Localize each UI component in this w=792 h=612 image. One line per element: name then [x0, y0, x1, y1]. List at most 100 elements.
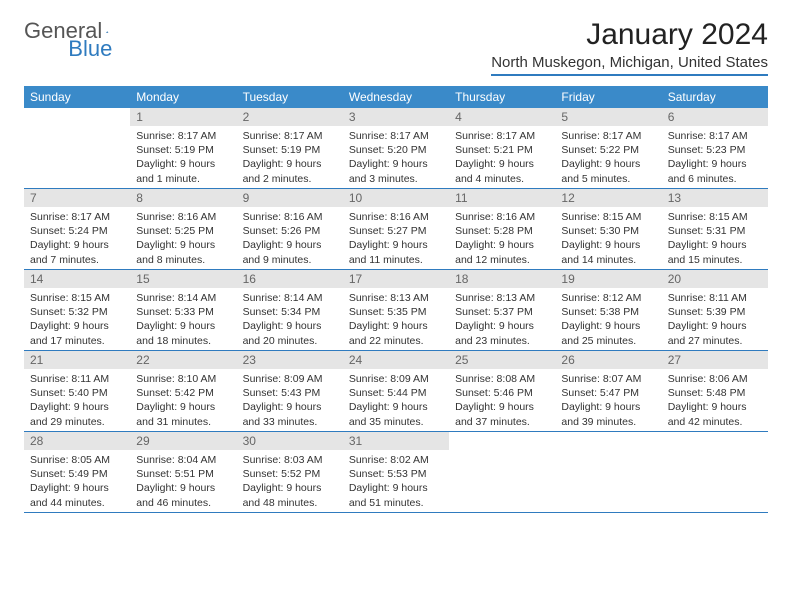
day-number: 14 — [24, 270, 130, 288]
day-details: Sunrise: 8:14 AMSunset: 5:33 PMDaylight:… — [130, 288, 236, 350]
sail-icon — [106, 20, 108, 36]
day-number: 30 — [237, 432, 343, 450]
sunrise-text: Sunrise: 8:17 AM — [349, 129, 443, 143]
calendar-day-cell: 29Sunrise: 8:04 AMSunset: 5:51 PMDayligh… — [130, 432, 236, 513]
daylight-line1: Daylight: 9 hours — [349, 157, 443, 171]
calendar-day-cell: 12Sunrise: 8:15 AMSunset: 5:30 PMDayligh… — [555, 189, 661, 270]
sunrise-text: Sunrise: 8:17 AM — [30, 210, 124, 224]
calendar-day-cell: 1Sunrise: 8:17 AMSunset: 5:19 PMDaylight… — [130, 108, 236, 189]
weekday-thursday: Thursday — [449, 86, 555, 108]
sunrise-text: Sunrise: 8:12 AM — [561, 291, 655, 305]
sunrise-text: Sunrise: 8:05 AM — [30, 453, 124, 467]
sunset-text: Sunset: 5:26 PM — [243, 224, 337, 238]
daylight-line1: Daylight: 9 hours — [30, 481, 124, 495]
day-number: 3 — [343, 108, 449, 126]
calendar-day-cell: 30Sunrise: 8:03 AMSunset: 5:52 PMDayligh… — [237, 432, 343, 513]
calendar-day-cell: 14Sunrise: 8:15 AMSunset: 5:32 PMDayligh… — [24, 270, 130, 351]
daylight-line2: and 44 minutes. — [30, 496, 124, 510]
calendar-day-cell: 31Sunrise: 8:02 AMSunset: 5:53 PMDayligh… — [343, 432, 449, 513]
day-details: Sunrise: 8:14 AMSunset: 5:34 PMDaylight:… — [237, 288, 343, 350]
daylight-line1: Daylight: 9 hours — [561, 157, 655, 171]
weekday-friday: Friday — [555, 86, 661, 108]
day-number: 28 — [24, 432, 130, 450]
daylight-line2: and 14 minutes. — [561, 253, 655, 267]
sunset-text: Sunset: 5:44 PM — [349, 386, 443, 400]
daylight-line1: Daylight: 9 hours — [455, 157, 549, 171]
sunset-text: Sunset: 5:19 PM — [136, 143, 230, 157]
day-number: 18 — [449, 270, 555, 288]
daylight-line1: Daylight: 9 hours — [30, 400, 124, 414]
daylight-line2: and 17 minutes. — [30, 334, 124, 348]
day-details: Sunrise: 8:15 AMSunset: 5:32 PMDaylight:… — [24, 288, 130, 350]
sunrise-text: Sunrise: 8:09 AM — [243, 372, 337, 386]
sunrise-text: Sunrise: 8:16 AM — [349, 210, 443, 224]
day-number: 15 — [130, 270, 236, 288]
calendar-table: Sunday Monday Tuesday Wednesday Thursday… — [24, 86, 768, 513]
day-number: 9 — [237, 189, 343, 207]
day-details: Sunrise: 8:11 AMSunset: 5:39 PMDaylight:… — [662, 288, 768, 350]
daylight-line2: and 6 minutes. — [668, 172, 762, 186]
sunset-text: Sunset: 5:30 PM — [561, 224, 655, 238]
sunrise-text: Sunrise: 8:08 AM — [455, 372, 549, 386]
calendar-day-cell: 7Sunrise: 8:17 AMSunset: 5:24 PMDaylight… — [24, 189, 130, 270]
sunset-text: Sunset: 5:48 PM — [668, 386, 762, 400]
daylight-line1: Daylight: 9 hours — [455, 319, 549, 333]
day-details: Sunrise: 8:12 AMSunset: 5:38 PMDaylight:… — [555, 288, 661, 350]
day-number: 21 — [24, 351, 130, 369]
sunrise-text: Sunrise: 8:17 AM — [668, 129, 762, 143]
calendar-day-cell: 17Sunrise: 8:13 AMSunset: 5:35 PMDayligh… — [343, 270, 449, 351]
daylight-line2: and 31 minutes. — [136, 415, 230, 429]
calendar-day-cell: 4Sunrise: 8:17 AMSunset: 5:21 PMDaylight… — [449, 108, 555, 189]
sunset-text: Sunset: 5:51 PM — [136, 467, 230, 481]
day-number: 13 — [662, 189, 768, 207]
calendar-day-cell: 26Sunrise: 8:07 AMSunset: 5:47 PMDayligh… — [555, 351, 661, 432]
brand-logo: General Blue — [24, 18, 174, 44]
day-details: Sunrise: 8:08 AMSunset: 5:46 PMDaylight:… — [449, 369, 555, 431]
daylight-line1: Daylight: 9 hours — [668, 238, 762, 252]
day-number: 11 — [449, 189, 555, 207]
day-details: Sunrise: 8:17 AMSunset: 5:22 PMDaylight:… — [555, 126, 661, 188]
day-details: Sunrise: 8:16 AMSunset: 5:28 PMDaylight:… — [449, 207, 555, 269]
sunrise-text: Sunrise: 8:11 AM — [668, 291, 762, 305]
sunrise-text: Sunrise: 8:07 AM — [561, 372, 655, 386]
daylight-line2: and 4 minutes. — [455, 172, 549, 186]
daylight-line2: and 2 minutes. — [243, 172, 337, 186]
day-number: 19 — [555, 270, 661, 288]
daylight-line2: and 5 minutes. — [561, 172, 655, 186]
day-number: 4 — [449, 108, 555, 126]
sunrise-text: Sunrise: 8:17 AM — [455, 129, 549, 143]
daylight-line2: and 7 minutes. — [30, 253, 124, 267]
calendar-day-cell: 22Sunrise: 8:10 AMSunset: 5:42 PMDayligh… — [130, 351, 236, 432]
day-details: Sunrise: 8:07 AMSunset: 5:47 PMDaylight:… — [555, 369, 661, 431]
sunset-text: Sunset: 5:46 PM — [455, 386, 549, 400]
day-number: 26 — [555, 351, 661, 369]
daylight-line2: and 46 minutes. — [136, 496, 230, 510]
daylight-line1: Daylight: 9 hours — [243, 319, 337, 333]
day-details: Sunrise: 8:02 AMSunset: 5:53 PMDaylight:… — [343, 450, 449, 512]
sunrise-text: Sunrise: 8:14 AM — [243, 291, 337, 305]
daylight-line1: Daylight: 9 hours — [349, 481, 443, 495]
daylight-line1: Daylight: 9 hours — [349, 238, 443, 252]
calendar-day-cell: 8Sunrise: 8:16 AMSunset: 5:25 PMDaylight… — [130, 189, 236, 270]
day-details: Sunrise: 8:09 AMSunset: 5:43 PMDaylight:… — [237, 369, 343, 431]
sunrise-text: Sunrise: 8:17 AM — [243, 129, 337, 143]
calendar-day-cell: 24Sunrise: 8:09 AMSunset: 5:44 PMDayligh… — [343, 351, 449, 432]
day-details: Sunrise: 8:16 AMSunset: 5:27 PMDaylight:… — [343, 207, 449, 269]
daylight-line1: Daylight: 9 hours — [561, 319, 655, 333]
daylight-line1: Daylight: 9 hours — [561, 400, 655, 414]
header: General Blue January 2024 North Muskegon… — [24, 18, 768, 76]
day-details: Sunrise: 8:10 AMSunset: 5:42 PMDaylight:… — [130, 369, 236, 431]
calendar-day-cell: . — [449, 432, 555, 513]
day-details: Sunrise: 8:17 AMSunset: 5:21 PMDaylight:… — [449, 126, 555, 188]
daylight-line1: Daylight: 9 hours — [455, 400, 549, 414]
sunset-text: Sunset: 5:27 PM — [349, 224, 443, 238]
daylight-line1: Daylight: 9 hours — [30, 238, 124, 252]
calendar-week-row: 28Sunrise: 8:05 AMSunset: 5:49 PMDayligh… — [24, 432, 768, 513]
day-number: 31 — [343, 432, 449, 450]
sunrise-text: Sunrise: 8:15 AM — [30, 291, 124, 305]
weekday-saturday: Saturday — [662, 86, 768, 108]
day-details: Sunrise: 8:06 AMSunset: 5:48 PMDaylight:… — [662, 369, 768, 431]
sunrise-text: Sunrise: 8:16 AM — [455, 210, 549, 224]
calendar-day-cell: 16Sunrise: 8:14 AMSunset: 5:34 PMDayligh… — [237, 270, 343, 351]
daylight-line1: Daylight: 9 hours — [136, 319, 230, 333]
